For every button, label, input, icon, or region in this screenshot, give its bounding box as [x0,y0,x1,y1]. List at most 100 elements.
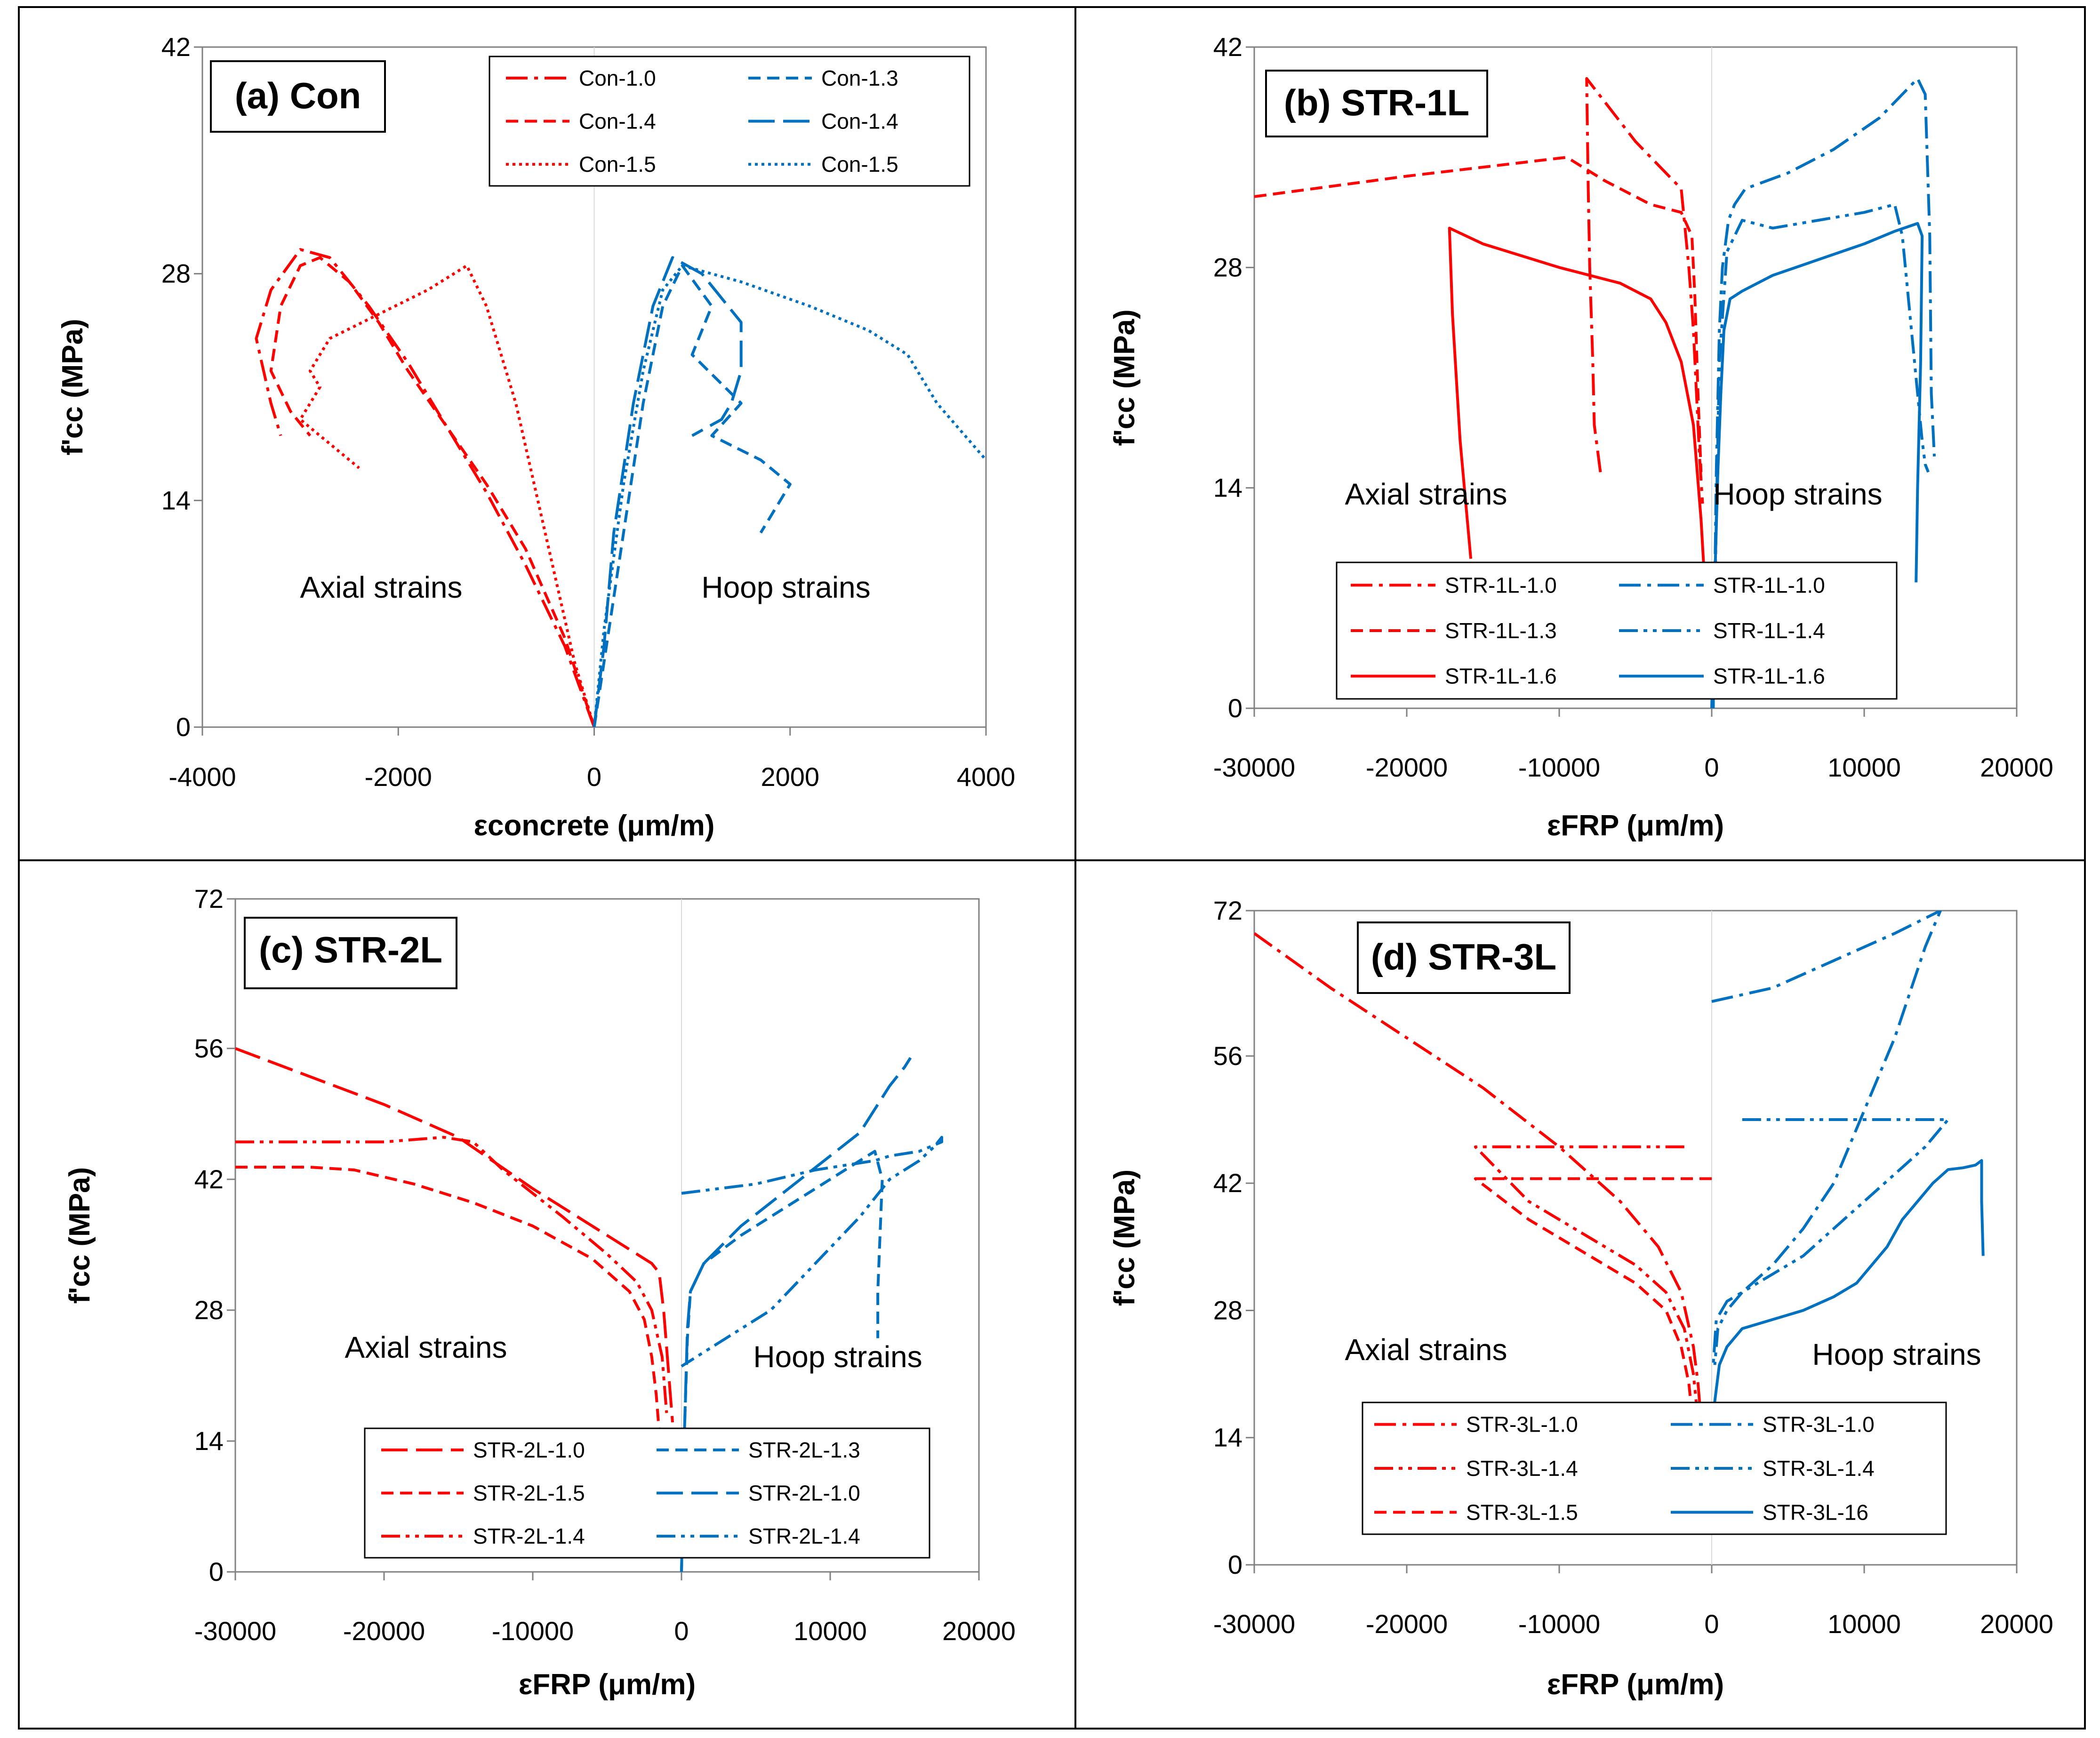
legend-label: STR-1L-1.6 [1445,664,1557,689]
legend-label: Con-1.5 [579,152,656,176]
x-tick-label: 10000 [794,1616,867,1646]
legend-label: STR-2L-1.3 [748,1438,860,1462]
legend-label: STR-2L-1.0 [748,1481,860,1506]
plot-area-border [1253,46,2018,709]
x-tick-label: -10000 [1518,753,1600,782]
x-axis-label: εFRP (μm/m) [519,1668,696,1701]
y-tick-label: 0 [209,1557,224,1586]
panel-title-box [1265,70,1488,137]
y-tick-label: 72 [1213,896,1242,925]
series-line-str-3l-16 [1710,1159,1985,1438]
x-tick-label: -2000 [365,762,432,792]
y-tick-label: 56 [194,1033,224,1063]
series-line-con-1-4 [593,256,743,727]
series-line-con-1-5 [299,264,596,727]
series-line-con-1-4 [269,256,596,727]
y-tick-label: 14 [194,1426,224,1456]
series-line-str-3l-1-4 [1474,1145,1699,1420]
hoop-strains-label: Hoop strains [753,1340,922,1374]
panel-title: (a) Con [235,75,361,116]
series-line-str-3l-1-4 [1713,1118,1950,1365]
y-tick-label: 0 [1228,1550,1242,1579]
x-tick-label: -20000 [1366,753,1448,782]
x-tick-label: 0 [587,762,601,792]
series-group [1254,911,1985,1438]
panel-title-box [210,60,386,133]
legend-label: STR-2L-1.4 [473,1524,585,1548]
series-line-str-2l-1-4 [681,1136,943,1368]
x-tick-label: 4000 [957,762,1016,792]
y-tick-label: 28 [1213,1295,1242,1325]
panel-title: (c) STR-2L [259,929,442,970]
hoop-strains-label: Hoop strains [701,570,870,604]
legend-label: Con-1.4 [579,109,656,134]
y-tick-label: 0 [176,712,191,742]
hoop-strains-label: Hoop strains [1713,477,1882,511]
hoop-strains-label: Hoop strains [1812,1338,1981,1371]
x-tick-label: -30000 [1213,1609,1295,1639]
x-tick-label: 0 [1704,1609,1719,1639]
series-line-str-3l-1-0 [1254,932,1703,1420]
series-line-str-3l-1-0 [1711,911,1942,1365]
x-tick-label: 0 [674,1616,689,1646]
x-tick-label: -20000 [1366,1609,1448,1639]
y-tick-label: 56 [1213,1041,1242,1071]
panel-title: (d) STR-3L [1371,936,1556,977]
y-tick-label: 42 [1213,32,1242,62]
series-group [255,248,986,727]
legend-label: STR-1L-1.6 [1713,664,1825,689]
x-tick-label: 20000 [1980,753,2053,782]
panel-title-box [1357,921,1571,994]
series-line-str-2l-1-4 [235,1136,668,1413]
series-line-str-1l-1-6 [1710,222,1924,708]
chart-panel-4: -30000 -20000 -10000 0 10000 20000 0 14 28 42 56 72… [1108,896,2053,1701]
legend-label: Con-1.4 [821,109,898,134]
series-line-str-2l-1-0 [680,1057,912,1572]
series-line-str-2l-1-5 [235,1166,661,1432]
x-tick-label: -10000 [492,1616,574,1646]
y-tick-label: 42 [194,1164,224,1194]
legend-label: STR-2L-1.5 [473,1481,585,1506]
series-line-str-1l-1-0 [1585,77,1704,504]
x-axis-label: εconcrete (μm/m) [474,809,715,842]
x-tick-label: 2000 [761,762,819,792]
legend-label: STR-3L-1.5 [1466,1500,1578,1524]
y-tick-label: 14 [161,485,191,515]
series-line-con-1-0 [255,248,596,727]
y-tick-label: 14 [1213,473,1242,503]
x-tick-label: 0 [1704,753,1719,782]
y-tick-label: 14 [1213,1423,1242,1452]
y-axis-label: f'cc (MPa) [1108,309,1141,446]
y-tick-label: 72 [194,884,224,913]
series-line-str-1l-1-4 [1712,203,1930,708]
legend-label: STR-3L-1.4 [1466,1456,1578,1481]
y-tick-label: 42 [161,32,191,62]
legend-label: STR-1L-1.0 [1713,573,1825,597]
x-tick-label: 10000 [1827,753,1901,782]
x-tick-label: 20000 [1980,1609,2053,1639]
series-group [1254,77,1936,708]
legend-label: STR-3L-1.4 [1763,1456,1875,1481]
y-tick-label: 28 [1213,252,1242,282]
chart-panel-1: -4000 -2000 0 2000 4000 0 14 28 42 f'cc (MPa) εcon… [56,32,1015,842]
legend-label: Con-1.0 [579,66,656,90]
y-axis-label: f'cc (MPa) [56,319,89,455]
y-tick-label: 28 [161,259,191,288]
legend-label: STR-1L-1.0 [1445,573,1557,597]
x-axis-label: εFRP (μm/m) [1547,809,1724,842]
chart-panel-3: -30000 -20000 -10000 0 10000 20000 0 14 28 42 56 72… [64,884,1016,1701]
y-tick-label: 42 [1213,1168,1242,1198]
x-tick-label: -4000 [168,762,236,792]
x-tick-label: -30000 [1213,753,1295,782]
legend-label: Con-1.5 [821,152,898,176]
panel-title: (b) STR-1L [1284,82,1469,123]
axial-strains-label: Axial strains [345,1330,507,1364]
series-line-str-3l-1-5 [1474,1177,1712,1429]
legend-label: STR-1L-1.3 [1445,618,1557,643]
plot-area-border [234,898,980,1573]
axial-strains-label: Axial strains [1345,477,1507,511]
series-line-str-1l-1-3 [1254,156,1703,473]
plot-area-border [1253,910,2018,1566]
legend-label: STR-3L-1.0 [1466,1412,1578,1437]
